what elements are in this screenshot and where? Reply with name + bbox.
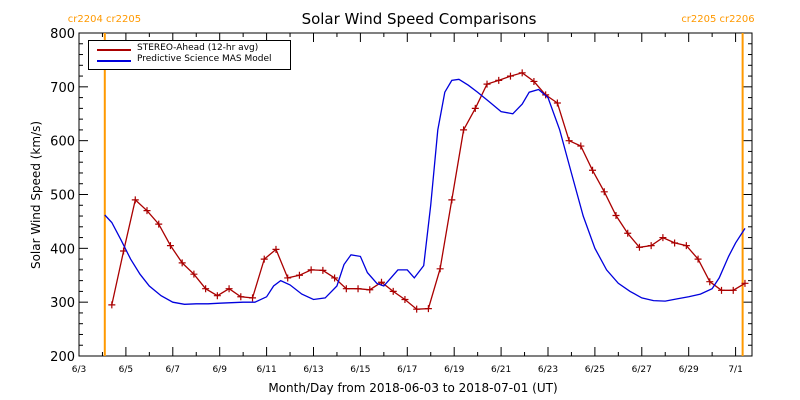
x-tick-label: 6/23 <box>538 365 558 375</box>
x-tick-label: 6/3 <box>72 365 86 375</box>
data-point-stereo <box>565 137 573 145</box>
data-point-stereo <box>577 142 585 150</box>
x-tick-label: 6/7 <box>166 365 180 375</box>
x-tick-label: 6/25 <box>585 365 605 375</box>
data-point-stereo <box>319 266 327 274</box>
data-point-stereo <box>553 99 561 107</box>
data-point-stereo <box>202 285 210 293</box>
data-point-stereo <box>284 274 292 282</box>
tick-marks: 200 300 400 500 600 700 800 6/3 6/5 6/7 6/9 6/11 6/1… <box>50 27 752 375</box>
carrington-label: cr2205 cr2206 <box>681 14 754 25</box>
data-point-stereo <box>237 293 245 301</box>
series-group <box>104 69 749 313</box>
data-point-stereo <box>483 80 491 88</box>
x-tick-label: 6/19 <box>444 365 464 375</box>
data-point-stereo <box>331 274 339 282</box>
data-point-stereo <box>436 265 444 273</box>
x-tick-label: 6/5 <box>119 365 133 375</box>
x-tick-label: 6/17 <box>397 365 417 375</box>
data-point-stereo <box>682 242 690 250</box>
data-point-stereo <box>530 77 538 85</box>
data-point-stereo <box>647 242 655 250</box>
data-point-stereo <box>518 69 526 77</box>
data-point-stereo <box>389 287 397 295</box>
legend-label-stereo: STEREO-Ahead (12-hr avg) <box>137 43 259 53</box>
data-point-stereo <box>295 271 303 279</box>
data-point-stereo <box>155 220 163 228</box>
data-point-stereo <box>108 301 116 309</box>
data-point-stereo <box>307 266 315 274</box>
data-point-stereo <box>659 234 667 242</box>
y-tick-label: 700 <box>50 81 75 96</box>
x-tick-label: 6/11 <box>256 365 276 375</box>
series-line-mas <box>104 78 746 305</box>
x-axis-label: Month/Day from 2018-06-03 to 2018-07-01 … <box>268 381 557 395</box>
y-tick-label: 400 <box>50 242 75 257</box>
data-point-stereo <box>448 196 456 204</box>
data-point-stereo <box>495 76 503 84</box>
data-point-stereo <box>213 292 221 300</box>
data-point-stereo <box>729 286 737 294</box>
data-point-stereo <box>424 305 432 313</box>
data-point-stereo <box>600 188 608 196</box>
legend-swatch-stereo <box>97 49 131 51</box>
data-point-stereo <box>131 196 139 204</box>
y-tick-label: 600 <box>50 135 75 150</box>
data-point-stereo <box>706 278 714 286</box>
data-point-stereo <box>354 285 362 293</box>
legend-item-mas: Predictive Science MAS Model <box>89 54 290 67</box>
data-point-stereo <box>249 294 257 302</box>
chart-title: Solar Wind Speed Comparisons <box>302 10 537 28</box>
data-point-stereo <box>741 279 749 287</box>
data-point-stereo <box>718 286 726 294</box>
data-point-stereo <box>366 286 374 294</box>
x-tick-label: 6/27 <box>632 365 652 375</box>
data-point-stereo <box>260 255 268 263</box>
data-point-stereo <box>694 255 702 263</box>
data-point-stereo <box>225 285 233 293</box>
legend-item-stereo: STEREO-Ahead (12-hr avg) <box>89 43 290 56</box>
x-tick-label: 6/15 <box>350 365 370 375</box>
legend: STEREO-Ahead (12-hr avg) Predictive Scie… <box>88 40 291 70</box>
data-point-stereo <box>413 305 421 313</box>
data-point-stereo <box>635 243 643 251</box>
x-tick-label: 6/21 <box>491 365 511 375</box>
data-point-stereo <box>589 166 597 174</box>
x-tick-label: 6/13 <box>303 365 323 375</box>
x-tick-label: 6/29 <box>679 365 699 375</box>
data-point-stereo <box>624 229 632 237</box>
data-point-stereo <box>506 72 514 80</box>
carrington-label: cr2204 cr2205 <box>68 14 141 25</box>
data-point-stereo <box>401 295 409 303</box>
x-tick-label: 7/1 <box>728 365 742 375</box>
data-point-stereo <box>272 245 280 253</box>
data-point-stereo <box>190 270 198 278</box>
data-point-stereo <box>460 126 468 134</box>
data-point-stereo <box>342 285 350 293</box>
data-point-stereo <box>166 242 174 250</box>
data-point-stereo <box>671 239 679 247</box>
data-point-stereo <box>143 207 151 215</box>
y-tick-label: 200 <box>50 350 75 365</box>
data-point-stereo <box>612 211 620 219</box>
y-tick-label: 300 <box>50 296 75 311</box>
data-point-stereo <box>471 104 479 112</box>
legend-label-mas: Predictive Science MAS Model <box>137 54 272 64</box>
series-line-stereo <box>111 72 746 310</box>
carrington-markers: cr2204 cr2205 cr2205 cr2206 <box>68 14 755 356</box>
y-axis-label: Solar Wind Speed (km/s) <box>29 121 43 269</box>
y-tick-label: 800 <box>50 27 75 42</box>
y-tick-label: 500 <box>50 189 75 204</box>
x-tick-label: 6/9 <box>212 365 227 375</box>
data-point-stereo <box>178 259 186 267</box>
legend-swatch-mas <box>97 60 131 62</box>
